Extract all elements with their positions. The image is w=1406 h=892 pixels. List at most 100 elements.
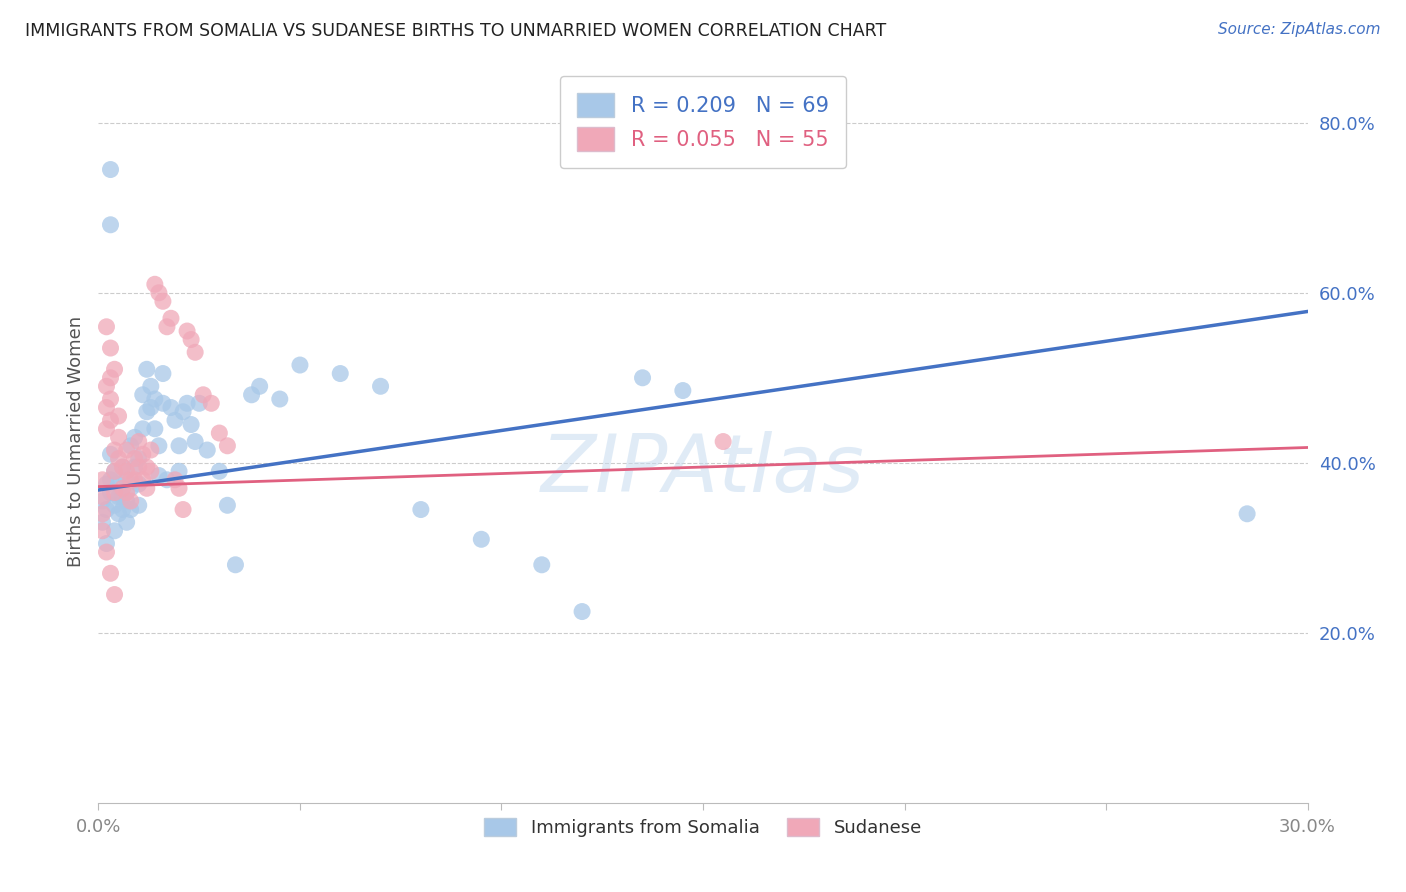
Point (100, 473, 122, 487)
Point (329, 367, 352, 381)
Point (217, 439, 239, 453)
Point (120, 494, 142, 508)
Point (128, 477, 150, 491)
Point (100, 218, 122, 232)
Point (152, 396, 174, 410)
Point (103, 588, 125, 602)
Point (288, 358, 311, 372)
Point (571, 605, 593, 619)
Point (96, 379, 118, 393)
Point (148, 468, 170, 483)
Point (111, 502, 134, 516)
Point (115, 473, 138, 487)
Point (107, 490, 129, 504)
Point (409, 502, 432, 516)
Point (120, 502, 142, 516)
Point (193, 388, 215, 402)
Point (115, 516, 138, 530)
Point (139, 401, 162, 415)
Point (470, 533, 492, 547)
Text: ZIPAtlas: ZIPAtlas (541, 432, 865, 509)
Point (132, 473, 155, 487)
Point (100, 371, 122, 385)
Point (167, 464, 190, 478)
Point (208, 464, 231, 478)
Point (135, 460, 157, 475)
Point (100, 447, 122, 461)
Point (103, 498, 125, 512)
Point (103, 443, 125, 458)
Point (135, 481, 157, 495)
Point (160, 401, 183, 415)
Point (143, 392, 166, 406)
Point (107, 451, 129, 466)
Point (172, 405, 194, 419)
Point (143, 277, 166, 292)
Point (180, 333, 202, 347)
Point (111, 460, 134, 475)
Point (100, 341, 122, 355)
Point (91, 473, 114, 487)
Point (152, 294, 174, 309)
Point (100, 392, 122, 406)
Point (124, 430, 146, 444)
Point (148, 285, 170, 300)
Point (167, 439, 190, 453)
Point (135, 362, 157, 376)
Point (91, 524, 114, 538)
Point (217, 498, 239, 512)
Point (96, 477, 118, 491)
Point (96, 319, 118, 334)
Point (107, 477, 129, 491)
Point (176, 396, 198, 410)
Point (91, 516, 114, 530)
Point (224, 558, 246, 572)
Point (96, 545, 118, 559)
Y-axis label: Births to Unmarried Women: Births to Unmarried Women (66, 316, 84, 567)
Point (160, 311, 183, 326)
Point (128, 460, 150, 475)
Point (180, 417, 202, 432)
Point (184, 434, 207, 449)
Point (103, 485, 125, 500)
Point (103, 464, 125, 478)
Point (132, 388, 155, 402)
Point (96, 536, 118, 550)
Point (96, 502, 118, 516)
Point (132, 422, 155, 436)
Point (91, 507, 114, 521)
Point (115, 443, 138, 458)
Point (111, 481, 134, 495)
Point (111, 490, 134, 504)
Point (100, 485, 122, 500)
Point (107, 430, 129, 444)
Point (1236, 507, 1258, 521)
Point (115, 464, 138, 478)
Point (107, 507, 129, 521)
Point (103, 362, 125, 376)
Point (269, 392, 291, 406)
Point (91, 490, 114, 504)
Point (103, 464, 125, 478)
Point (148, 439, 170, 453)
Point (200, 396, 222, 410)
Point (124, 451, 146, 466)
Text: Source: ZipAtlas.com: Source: ZipAtlas.com (1218, 22, 1381, 37)
Point (128, 434, 150, 449)
Point (143, 422, 166, 436)
Point (711, 434, 734, 449)
Point (91, 494, 114, 508)
Point (672, 384, 695, 398)
Point (176, 324, 198, 338)
Point (188, 396, 211, 410)
Point (128, 498, 150, 512)
Point (124, 473, 146, 487)
Point (208, 425, 231, 440)
Point (631, 371, 654, 385)
Point (156, 473, 179, 487)
Point (249, 379, 271, 393)
Point (195, 443, 218, 458)
Point (172, 502, 194, 516)
Point (111, 460, 134, 475)
Point (132, 447, 155, 461)
